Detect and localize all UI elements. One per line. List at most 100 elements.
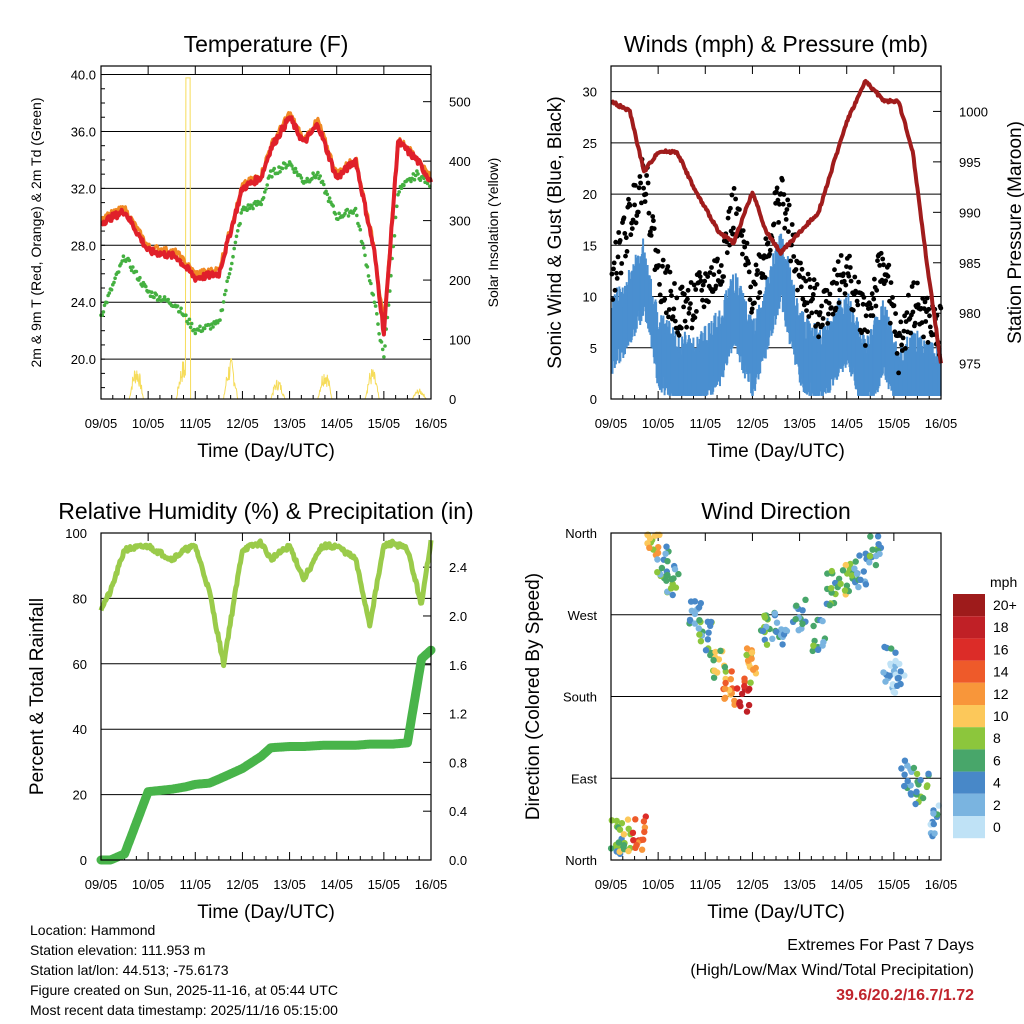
direction-point (710, 657, 717, 664)
gust-point (774, 189, 779, 195)
gust-point (656, 263, 662, 268)
x-tick-label: 09/05 (85, 877, 118, 892)
gust-point (711, 272, 717, 277)
dewpoint-point (186, 321, 190, 326)
gust-point (657, 282, 662, 287)
direction-point (931, 830, 938, 837)
gust-point (718, 263, 724, 268)
y-tick-label: 28.0 (71, 238, 96, 253)
dewpoint-point (415, 169, 419, 173)
direction-point (707, 651, 714, 659)
gust-point (829, 305, 834, 310)
direction-point (691, 620, 699, 627)
dewpoint-point (247, 206, 252, 211)
y-tick-label: 30 (583, 85, 597, 100)
x-tick-label: 16/05 (925, 877, 958, 892)
gust-point (618, 270, 624, 276)
speed-legend: mph 20+ 18 16 14 12 10 8 6 4 2 0 (953, 574, 1017, 839)
dewpoint-point (331, 204, 336, 208)
direction-point (828, 567, 835, 575)
x-tick-label: 11/05 (689, 877, 721, 892)
extremes-values: 39.6/20.2/16.7/1.72 (836, 987, 974, 1004)
created-text: Figure created on Sun, 2025-11-16, at 05… (30, 982, 338, 998)
gust-point (641, 185, 646, 191)
direction-point (811, 637, 818, 645)
direction-point (748, 655, 755, 662)
direction-point (837, 580, 844, 587)
dewpoint-point (346, 214, 351, 218)
gust-point (716, 269, 722, 275)
gust-point (817, 310, 823, 315)
x-tick-label: 14/05 (830, 877, 863, 892)
direction-point (608, 817, 615, 824)
direction-point (887, 662, 895, 669)
gust-point (611, 260, 617, 266)
x-axis-label: Time (Day/UTC) (707, 441, 845, 462)
direction-point (710, 674, 718, 681)
gust-point (904, 310, 910, 315)
direction-point (655, 544, 662, 551)
dewpoint-point (399, 186, 404, 190)
direction-point (624, 816, 632, 823)
direction-point (704, 636, 711, 643)
direction-point (671, 566, 679, 573)
legend-swatch (953, 793, 985, 816)
gust-point (765, 240, 771, 246)
legend-label: 18 (993, 619, 1009, 635)
dewpoint-point (230, 261, 234, 266)
dewpoint-point (250, 204, 254, 208)
direction-point (925, 770, 932, 777)
direction-point (792, 616, 799, 623)
y2-tick-label: 0.8 (449, 755, 467, 770)
direction-point (705, 629, 712, 636)
gust-point (611, 266, 616, 272)
direction-point (759, 627, 767, 635)
direction-point (688, 607, 695, 614)
direction-point (761, 614, 769, 621)
direction-point (663, 577, 670, 584)
gust-point (692, 315, 698, 320)
dewpoint-point (358, 227, 363, 232)
dewpoint-point (208, 327, 213, 331)
dewpoint-point (365, 265, 370, 269)
y2-tick-label: 0.0 (449, 853, 467, 868)
gust-point (721, 274, 726, 279)
gust-point (747, 297, 753, 303)
y2-tick-label: 2.4 (449, 560, 467, 575)
dewpoint-point (112, 280, 116, 285)
direction-point (912, 800, 919, 808)
direction-point (613, 817, 620, 825)
y2-tick-label: 200 (449, 273, 471, 288)
gust-point (660, 263, 665, 269)
y-tick-label: 0 (590, 392, 597, 407)
gust-point (665, 264, 671, 269)
direction-point (869, 546, 876, 553)
gust-point (691, 282, 697, 288)
direction-point (675, 570, 682, 578)
dewpoint-point (313, 175, 318, 180)
dewpoint-point (238, 221, 242, 226)
gust-point (752, 300, 757, 306)
y-tick-label: 24.0 (71, 295, 96, 310)
dewpoint-point (290, 164, 294, 168)
gust-point (777, 201, 782, 207)
gust-point (715, 256, 720, 262)
direction-point (761, 636, 768, 643)
gust-point (815, 321, 821, 327)
dewpoint-point (200, 329, 205, 333)
dewpoint-point (382, 355, 386, 359)
legend-swatch (953, 816, 985, 839)
gust-point (689, 325, 695, 331)
dewpoint-point (416, 172, 420, 176)
gust-point (841, 271, 846, 277)
dewpoint-point (226, 275, 231, 280)
dewpoint-point (261, 196, 266, 200)
direction-point (892, 649, 899, 656)
gust-point (909, 284, 915, 289)
gust-point (811, 277, 817, 283)
gust-point (667, 269, 673, 275)
y-tick-label: 40.0 (71, 68, 96, 83)
gust-point (679, 284, 685, 290)
legend-swatch (953, 727, 985, 750)
gust-point (706, 299, 711, 305)
